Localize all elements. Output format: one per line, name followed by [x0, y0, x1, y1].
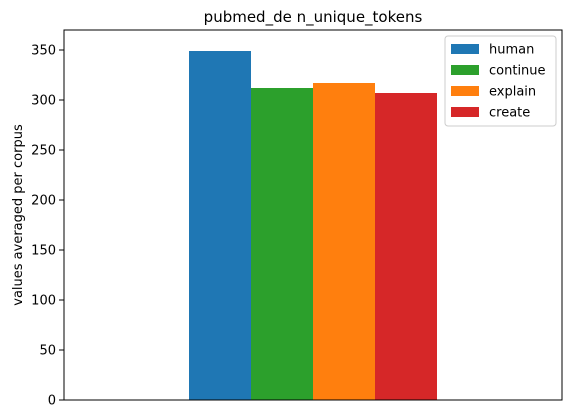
- legend-swatch-create: [451, 107, 479, 117]
- legend-label-human: human: [489, 43, 534, 58]
- legend-label-continue: continue: [489, 64, 546, 79]
- legend-box: [444, 35, 557, 127]
- y-tick-label: 150: [31, 244, 56, 259]
- y-tick-label: 50: [39, 344, 56, 359]
- legend-label-create: create: [489, 106, 530, 121]
- legend-label-explain: explain: [489, 85, 536, 100]
- y-tick-label: 0: [48, 394, 56, 409]
- chart-title: pubmed_de n_unique_tokens: [204, 8, 423, 27]
- bar-create: [375, 93, 437, 400]
- y-tick-label: 350: [31, 44, 56, 59]
- y-tick-label: 200: [31, 194, 56, 209]
- legend: human continue explain create: [444, 35, 557, 127]
- bar-explain: [313, 83, 375, 400]
- legend-swatch-explain: [451, 86, 479, 96]
- bar-continue: [251, 88, 313, 400]
- y-tick-label: 300: [31, 94, 56, 109]
- y-axis-title: values averaged per corpus: [11, 124, 26, 306]
- bars-group: [189, 51, 437, 400]
- legend-swatch-continue: [451, 65, 479, 75]
- plot-frame: [63, 29, 563, 401]
- bar-human: [189, 51, 251, 400]
- y-tick-label: 100: [31, 294, 56, 309]
- y-axis: 0 50 100 150 200 250 300 350: [31, 44, 64, 409]
- legend-swatch-human: [451, 44, 479, 54]
- y-tick-label: 250: [31, 144, 56, 159]
